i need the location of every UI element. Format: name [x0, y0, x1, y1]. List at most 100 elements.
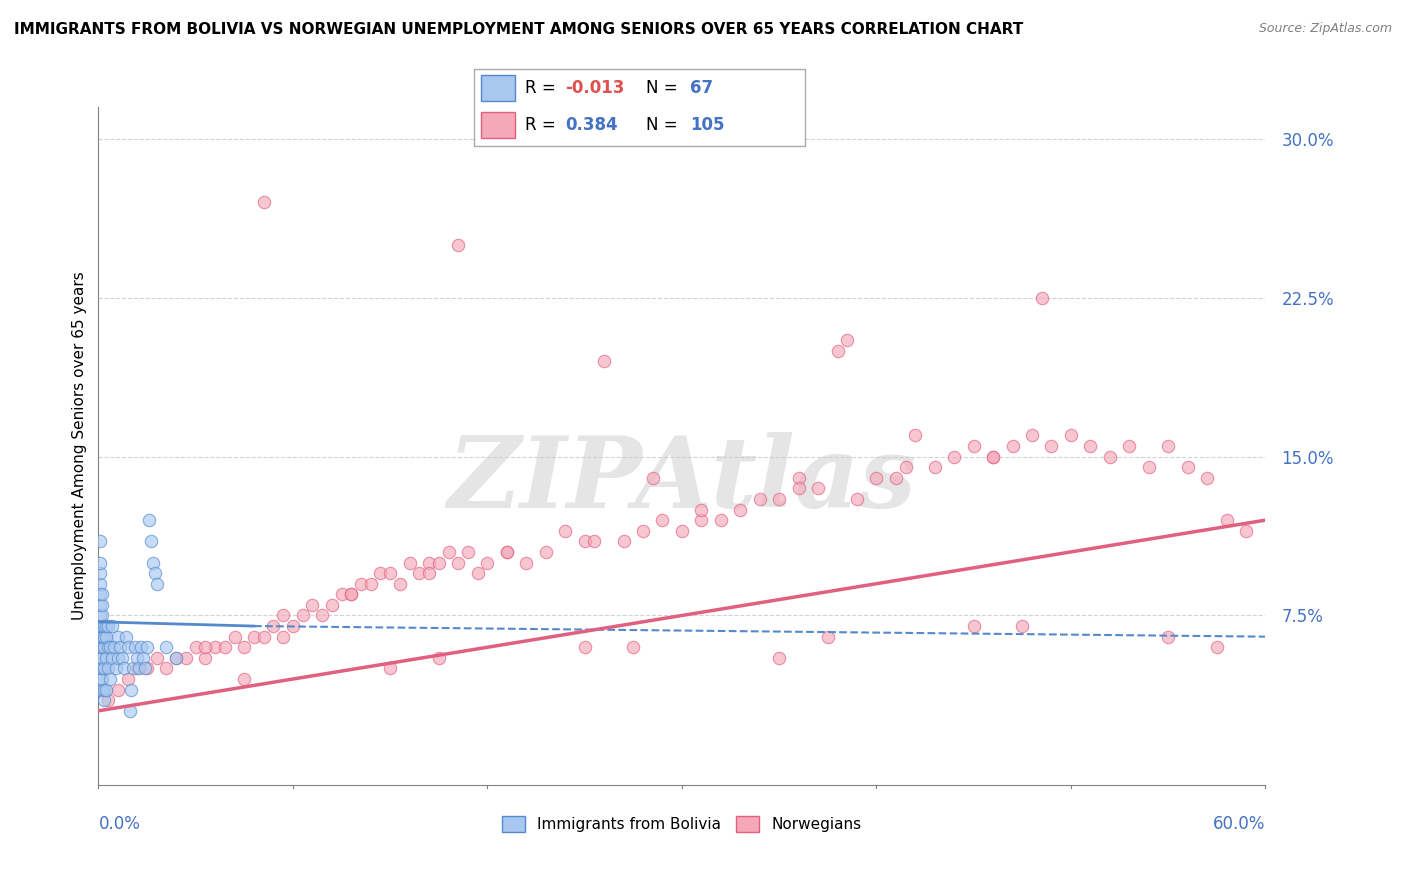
Point [184, 640, 207, 655]
Point [690, 513, 713, 527]
Point [91, 640, 114, 655]
Point [93, 693, 115, 707]
Point [593, 354, 616, 368]
Point [408, 566, 430, 581]
Point [89, 682, 111, 697]
Point [271, 630, 294, 644]
Point [583, 534, 606, 549]
Point [204, 640, 226, 655]
Point [924, 460, 946, 475]
Point [981, 450, 1004, 464]
Point [89, 587, 111, 601]
Text: 67: 67 [690, 78, 713, 96]
Point [134, 661, 156, 675]
Point [321, 598, 343, 612]
Point [97, 640, 120, 655]
Point [621, 640, 644, 655]
Point [117, 672, 139, 686]
Point [146, 576, 169, 591]
Point [730, 502, 752, 516]
Point [398, 556, 420, 570]
Point [146, 651, 169, 665]
Point [194, 640, 217, 655]
Point [817, 630, 839, 644]
Point [93, 640, 115, 655]
Point [1157, 439, 1180, 453]
Point [281, 619, 304, 633]
Point [477, 556, 499, 570]
Point [437, 545, 460, 559]
Point [143, 566, 166, 581]
Point [214, 640, 236, 655]
Point [330, 587, 353, 601]
Point [884, 471, 907, 485]
Point [91, 587, 114, 601]
Point [89, 576, 111, 591]
Point [139, 534, 162, 549]
Point [370, 566, 392, 581]
Point [96, 619, 118, 633]
Point [121, 682, 143, 697]
Point [253, 195, 276, 210]
Point [496, 545, 519, 559]
Point [641, 471, 664, 485]
Point [1040, 439, 1063, 453]
Point [132, 651, 155, 665]
FancyBboxPatch shape [474, 69, 806, 145]
Point [97, 619, 120, 633]
Point [122, 661, 145, 675]
Point [787, 471, 810, 485]
Point [91, 651, 114, 665]
Legend: Immigrants from Bolivia, Norwegians: Immigrants from Bolivia, Norwegians [496, 810, 868, 838]
Point [174, 651, 197, 665]
Point [613, 534, 636, 549]
Point [89, 661, 111, 675]
Point [89, 651, 111, 665]
Point [127, 661, 149, 675]
Point [103, 640, 125, 655]
Point [262, 619, 284, 633]
Point [301, 598, 323, 612]
Point [427, 556, 450, 570]
Point [962, 439, 984, 453]
Point [89, 630, 111, 644]
Point [904, 428, 927, 442]
Point [467, 566, 489, 581]
Point [807, 482, 830, 496]
Point [340, 587, 363, 601]
Point [447, 237, 470, 252]
Point [104, 661, 127, 675]
Point [846, 491, 869, 506]
Point [142, 556, 165, 570]
Point [827, 343, 849, 358]
Point [962, 619, 984, 633]
Point [129, 640, 152, 655]
Point [165, 651, 187, 665]
Point [534, 545, 557, 559]
Point [380, 661, 402, 675]
Point [118, 704, 141, 718]
Point [89, 598, 111, 612]
Text: 0.384: 0.384 [565, 116, 619, 134]
Point [253, 630, 276, 644]
Point [380, 566, 402, 581]
Point [1021, 428, 1043, 442]
Point [447, 556, 470, 570]
Point [89, 566, 111, 581]
Point [96, 651, 118, 665]
Point [136, 661, 159, 675]
Point [418, 566, 440, 581]
Point [1011, 619, 1033, 633]
Point [360, 576, 382, 591]
Bar [481, 112, 515, 137]
Bar [481, 75, 515, 101]
Point [233, 640, 256, 655]
Point [631, 524, 654, 538]
Point [165, 651, 187, 665]
Point [128, 661, 150, 675]
Point [93, 619, 115, 633]
Point [89, 672, 111, 686]
Point [1137, 460, 1160, 475]
Point [1177, 460, 1199, 475]
Point [114, 630, 136, 644]
